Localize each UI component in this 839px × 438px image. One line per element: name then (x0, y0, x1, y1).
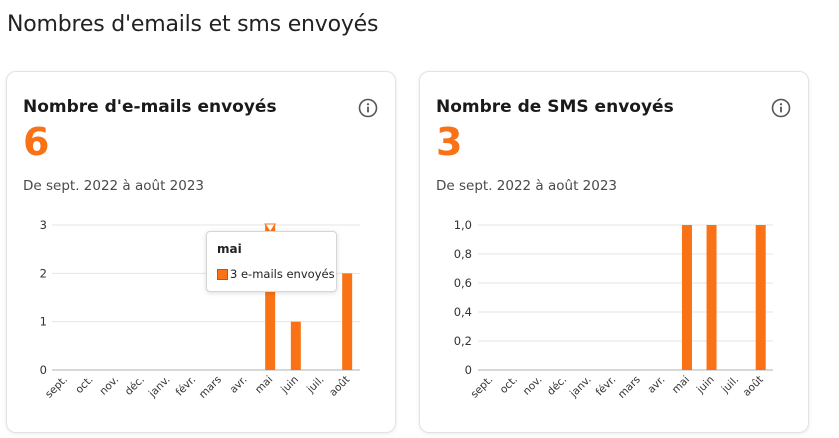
y-tick-label: 0,8 (454, 247, 472, 261)
chart-tooltip: mai 3 e-mails envoyés (206, 231, 337, 292)
card-period: De sept. 2022 à août 2023 (436, 178, 618, 194)
info-icon[interactable] (358, 98, 378, 118)
x-tick-label: août (741, 374, 766, 399)
x-tick-label: sept. (468, 374, 495, 401)
y-tick-label: 0 (465, 363, 472, 377)
sms-bar-chart: 0 0,2 0,4 0,6 0,8 1,0 sept. oct. nov. déc.janv. fé… (454, 218, 773, 401)
y-tick-label: 0,6 (454, 276, 472, 290)
card-title: Nombre de SMS envoyés (436, 97, 674, 117)
x-tick-label: août (327, 374, 352, 399)
y-tick-label: 2 (40, 266, 47, 280)
tooltip-swatch (217, 268, 228, 280)
y-tick-label: 3 (40, 218, 47, 232)
x-tick-label: mai (253, 374, 275, 396)
y-tick-label: 1,0 (454, 218, 472, 232)
x-tick-label: juil. (304, 374, 326, 396)
x-tick-label: oct. (73, 374, 95, 396)
bar (290, 321, 301, 370)
y-tick-label: 1 (40, 315, 47, 329)
x-tick-label: mai (670, 374, 692, 396)
bar (265, 225, 276, 370)
x-tick-label: mars (616, 374, 643, 401)
card-value: 3 (436, 120, 463, 164)
y-tick-label: 0,2 (454, 334, 472, 348)
card-period: De sept. 2022 à août 2023 (23, 178, 205, 194)
bar (342, 273, 353, 370)
tooltip-title: mai (217, 242, 242, 256)
x-tick-label: juin (694, 374, 717, 397)
tooltip-label: 3 e-mails envoyés (230, 267, 335, 281)
x-tick-label: avr. (227, 374, 249, 396)
card-value: 6 (23, 120, 50, 164)
x-tick-label: oct. (498, 374, 520, 396)
y-tick-label: 0,4 (454, 305, 472, 319)
x-tick-label: janv. (146, 374, 173, 401)
tooltip-row: 3 e-mails envoyés (217, 267, 335, 281)
bar-highlight-marker (264, 223, 277, 233)
bar (681, 225, 692, 370)
x-tick-label: nov. (521, 374, 545, 398)
emails-card: Nombre d'e-mails envoyés 6 De sept. 2022… (6, 71, 396, 433)
info-icon[interactable] (771, 98, 791, 118)
bar (706, 225, 717, 370)
x-tick-label: févr. (594, 374, 619, 399)
x-tick-label: avr. (645, 374, 667, 396)
x-tick-label: janv. (567, 374, 594, 401)
x-tick-label: déc. (545, 374, 569, 398)
page-title: Nombres d'emails et sms envoyés (7, 12, 379, 37)
x-tick-label: juil. (719, 374, 741, 396)
bar (755, 225, 766, 370)
x-tick-label: mars (197, 374, 224, 401)
x-tick-label: juin (278, 374, 301, 397)
x-tick-label: nov. (97, 374, 121, 398)
y-tick-label: 0 (40, 363, 47, 377)
x-tick-label: févr. (173, 374, 198, 399)
card-title: Nombre d'e-mails envoyés (23, 97, 277, 117)
x-tick-label: sept. (43, 374, 70, 401)
x-tick-label: déc. (123, 374, 147, 398)
sms-card: Nombre de SMS envoyés 3 De sept. 2022 à … (419, 71, 809, 433)
